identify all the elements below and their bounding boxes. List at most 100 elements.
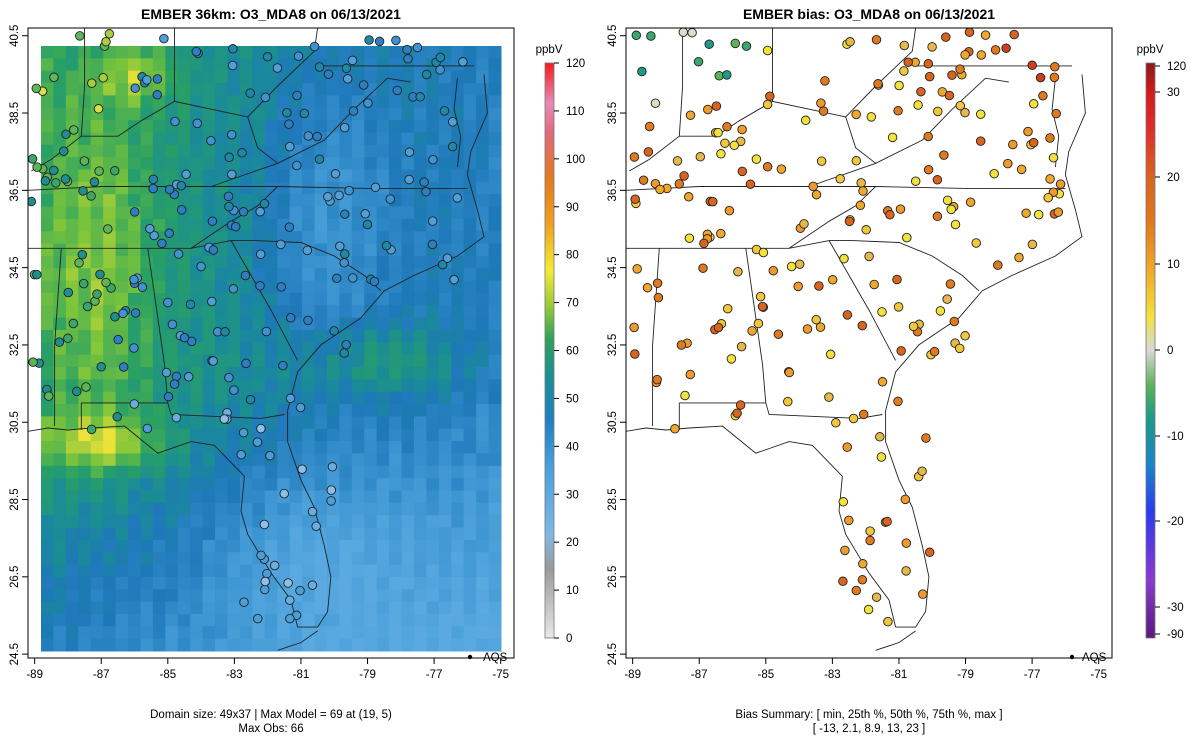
aqs-site-marker	[1028, 137, 1039, 148]
heatmap-cell	[78, 539, 92, 553]
heatmap-cell	[264, 428, 278, 442]
heatmap-cell	[103, 329, 117, 343]
heatmap-cell	[239, 305, 253, 319]
heatmap-cell	[103, 206, 117, 220]
heatmap-cell	[488, 589, 502, 603]
heatmap-cell	[252, 638, 266, 652]
aqs-site-marker	[43, 391, 54, 401]
heatmap-cell	[326, 120, 340, 133]
aqs-site-marker	[261, 326, 272, 337]
aqs-site-marker	[179, 332, 190, 343]
heatmap-cell	[426, 169, 440, 183]
heatmap-cell	[78, 268, 92, 282]
aqs-site-marker	[733, 266, 743, 277]
heatmap-cell	[115, 218, 129, 232]
heatmap-cell	[165, 46, 179, 59]
heatmap-cell	[177, 490, 191, 504]
heatmap-cell	[364, 169, 378, 183]
aqs-site-marker	[335, 241, 345, 251]
aqs-site-marker	[865, 526, 875, 536]
heatmap-cell	[277, 206, 291, 220]
heatmap-cell	[115, 502, 129, 516]
heatmap-cell	[239, 194, 253, 208]
heatmap-cell	[41, 589, 54, 603]
heatmap-cell	[376, 342, 390, 356]
aqs-site-marker	[722, 121, 732, 132]
heatmap-cell	[103, 354, 117, 368]
aqs-site-marker	[381, 240, 392, 251]
aqs-site-marker	[637, 66, 647, 77]
aqs-site-marker	[768, 265, 779, 276]
heatmap-cell	[389, 107, 403, 121]
heatmap-cell	[202, 305, 216, 319]
aqs-site-marker	[437, 259, 448, 270]
heatmap-cell	[177, 428, 191, 442]
heatmap-cell	[227, 95, 241, 109]
heatmap-cell	[202, 638, 216, 652]
heatmap-cell	[476, 58, 490, 72]
heatmap-cell	[451, 367, 465, 380]
heatmap-cell	[103, 515, 117, 529]
heatmap-cell	[140, 638, 154, 652]
heatmap-cell	[177, 478, 191, 491]
heatmap-cell	[227, 441, 241, 454]
heatmap-cell	[314, 601, 328, 615]
heatmap-cell	[451, 255, 465, 269]
heatmap-cell	[140, 367, 154, 380]
aqs-site-marker	[285, 141, 295, 152]
aqs-site-marker	[1027, 239, 1038, 250]
heatmap-cell	[53, 354, 67, 368]
aqs-site-marker	[793, 281, 803, 292]
heatmap-cell	[140, 305, 154, 319]
aqs-site-marker	[861, 225, 871, 235]
heatmap-cell	[78, 478, 92, 491]
heatmap-cell	[463, 46, 477, 59]
heatmap-cell	[252, 354, 266, 368]
heatmap-cell	[41, 280, 54, 294]
aqs-site-marker	[285, 393, 296, 404]
heatmap-cell	[351, 120, 365, 133]
heatmap-cell	[488, 255, 502, 269]
heatmap-cell	[389, 502, 403, 516]
heatmap-cell	[413, 280, 427, 294]
heatmap-cell	[103, 144, 117, 158]
aqs-site-marker	[945, 279, 956, 289]
heatmap-cell	[227, 391, 241, 405]
heatmap-cell	[103, 83, 117, 96]
aqs-site-marker	[896, 346, 906, 356]
heatmap-cell	[302, 638, 316, 652]
x-tick-label: -89	[26, 669, 43, 681]
heatmap-cell	[339, 441, 353, 454]
aqs-site-marker	[900, 494, 911, 505]
heatmap-cell	[339, 490, 353, 504]
heatmap-cell	[128, 46, 141, 59]
y-tick-label: 32.5	[9, 334, 21, 356]
aqs-site-marker	[309, 41, 320, 52]
heatmap-cell	[152, 379, 166, 393]
heatmap-cell	[239, 132, 253, 146]
colorbar-tick-label: 20	[1167, 172, 1180, 184]
heatmap-cell	[302, 367, 316, 380]
heatmap-cell	[239, 416, 253, 430]
heatmap-cell	[401, 515, 415, 529]
aqs-site-marker	[362, 219, 373, 230]
heatmap-cell	[463, 243, 477, 257]
heatmap-cell	[426, 367, 440, 380]
heatmap-cell	[339, 453, 353, 467]
heatmap-cell	[476, 416, 490, 430]
aqs-site-marker	[838, 576, 848, 587]
heatmap-cell	[90, 255, 104, 269]
heatmap-cell	[413, 416, 427, 430]
aqs-site-marker	[629, 152, 640, 162]
heatmap-cell	[376, 58, 390, 72]
heatmap-cell	[202, 428, 216, 442]
heatmap-cell	[165, 305, 179, 319]
colorbar-tick-label: 40	[566, 441, 579, 453]
heatmap-cell	[165, 206, 179, 220]
heatmap-cell	[351, 416, 365, 430]
aqs-site-marker	[94, 166, 104, 176]
aqs-site-marker	[827, 275, 838, 285]
heatmap-cell	[451, 292, 465, 306]
aqs-site-marker	[402, 44, 412, 55]
aqs-site-marker	[895, 204, 906, 214]
